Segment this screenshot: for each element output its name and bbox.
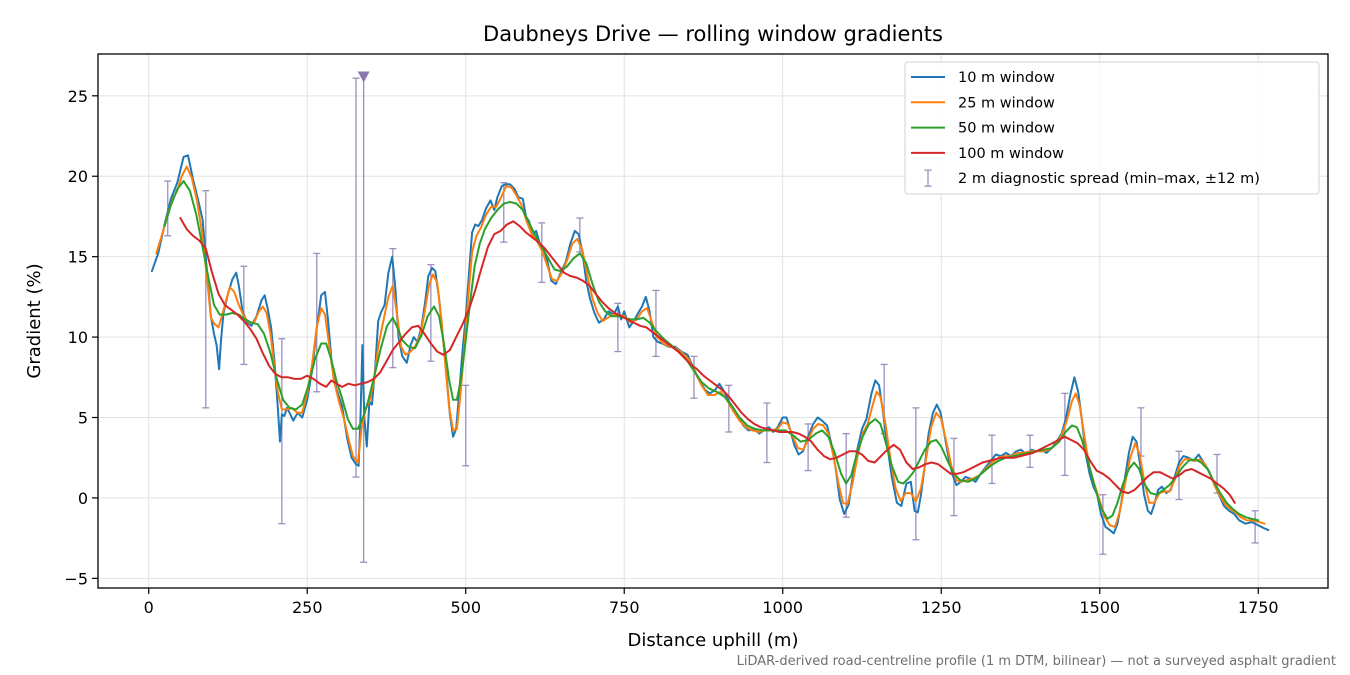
x-tick-label: 1000 bbox=[762, 598, 803, 617]
x-tick-label: 1500 bbox=[1079, 598, 1120, 617]
errorbar bbox=[1099, 494, 1107, 555]
series-line-100-m-window bbox=[179, 217, 1236, 504]
legend-entry: 25 m window bbox=[911, 95, 1055, 111]
x-tick-label: 1250 bbox=[921, 598, 962, 617]
x-tick-label: 500 bbox=[450, 598, 481, 617]
legend-box bbox=[904, 61, 1320, 195]
y-tick-label: 0 bbox=[78, 489, 88, 508]
legend-entry: 10 m window bbox=[911, 70, 1055, 86]
series-line-50-m-window bbox=[163, 180, 1260, 522]
errorbar bbox=[614, 302, 622, 353]
x-tick-label: 0 bbox=[144, 598, 154, 617]
chart-title: Daubneys Drive — rolling window gradient… bbox=[483, 22, 943, 46]
legend: 10 m window 25 m window 50 m window 100 m w… bbox=[904, 61, 1320, 195]
x-axis-label: Distance uphill (m) bbox=[628, 630, 799, 651]
errorbar bbox=[1251, 510, 1259, 544]
errorbar bbox=[462, 384, 470, 467]
x-tick-label: 1750 bbox=[1238, 598, 1279, 617]
y-tick-label: 20 bbox=[68, 167, 88, 186]
x-tick-label: 250 bbox=[292, 598, 323, 617]
errorbar bbox=[725, 384, 733, 433]
series-lines bbox=[150, 154, 1270, 535]
outlier-markers bbox=[357, 71, 370, 83]
plot-frame bbox=[97, 53, 1329, 589]
legend-entry: 50 m window bbox=[911, 121, 1055, 137]
errorbar bbox=[912, 407, 920, 541]
x-axis-ticks: 0 250 500 750 1000 1250 1500 1750 bbox=[144, 588, 1279, 617]
legend-label: 2 m diagnostic spread (min–max, ±12 m) bbox=[958, 171, 1260, 187]
errorbar bbox=[278, 338, 286, 525]
y-tick-label: 5 bbox=[78, 409, 88, 428]
outlier-marker bbox=[357, 71, 370, 83]
legend-entry-errorbar: 2 m diagnostic spread (min–max, ±12 m) bbox=[924, 169, 1260, 187]
errorbar bbox=[352, 77, 360, 478]
legend-label: 50 m window bbox=[958, 121, 1055, 137]
errorbar bbox=[202, 190, 210, 409]
footnote: LiDAR-derived road-centreline profile (1… bbox=[737, 654, 1336, 669]
legend-label: 100 m window bbox=[958, 146, 1064, 162]
legend-entry: 100 m window bbox=[911, 146, 1064, 162]
y-tick-label: −5 bbox=[64, 569, 88, 588]
series-line-10-m-window bbox=[150, 154, 1270, 535]
y-axis-label: Gradient (%) bbox=[24, 263, 45, 378]
y-tick-label: 25 bbox=[68, 87, 88, 106]
legend-label: 10 m window bbox=[958, 70, 1055, 86]
y-axis-ticks: −5 0 5 10 15 20 25 bbox=[64, 87, 98, 588]
x-tick-label: 750 bbox=[609, 598, 640, 617]
y-tick-label: 15 bbox=[68, 248, 88, 267]
errorbar bbox=[804, 423, 812, 472]
errorbar bbox=[652, 289, 660, 358]
legend-label: 25 m window bbox=[958, 95, 1055, 111]
y-tick-label: 10 bbox=[68, 328, 88, 347]
errorbar bbox=[763, 402, 771, 464]
errorbar bbox=[690, 355, 698, 399]
